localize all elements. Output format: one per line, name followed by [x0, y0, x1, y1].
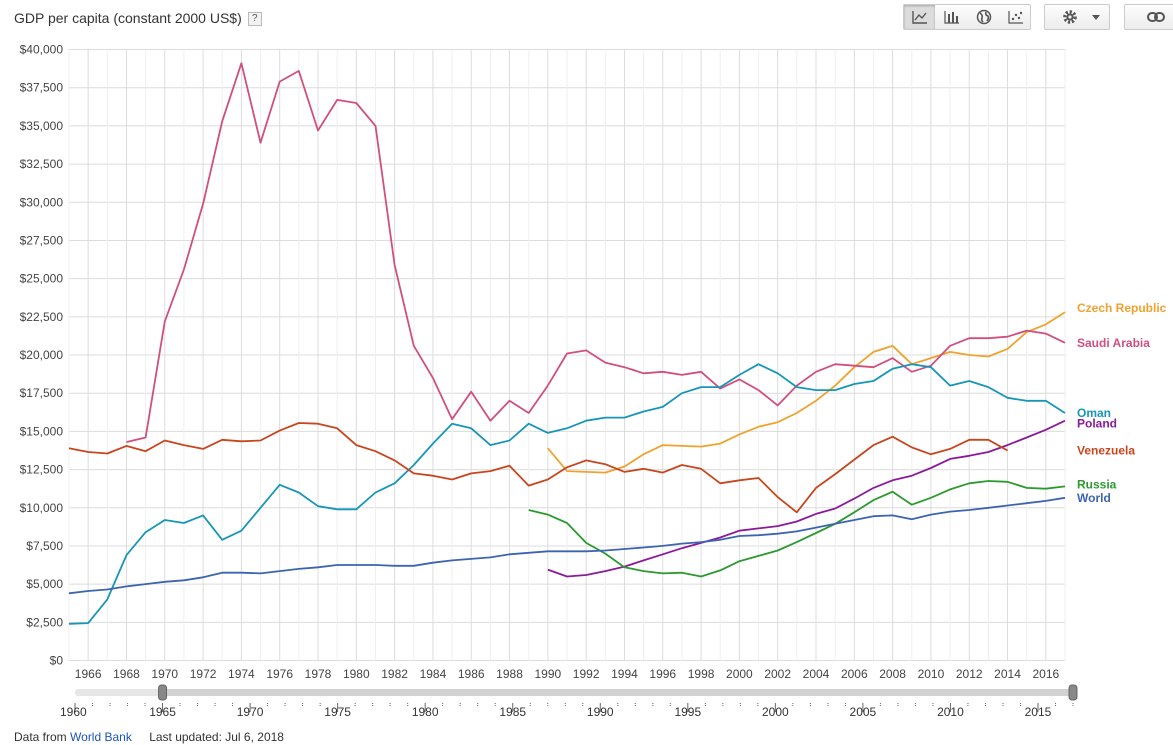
- x-tick-label: 2006: [841, 667, 868, 681]
- x-tick-label: 1978: [305, 667, 332, 681]
- chart-title: GDP per capita (constant 2000 US$)?: [14, 10, 262, 27]
- y-tick-label: $2,500: [26, 615, 63, 629]
- series-line-world: [68, 496, 1066, 595]
- y-tick-label: $35,000: [20, 119, 64, 133]
- legend-oman: Oman: [1077, 406, 1111, 420]
- x-tick-label: 1998: [688, 667, 715, 681]
- legend-saudi-arabia: Saudi Arabia: [1077, 336, 1150, 350]
- chevron-down-icon: [1087, 5, 1105, 29]
- series-line-oman: [68, 363, 1066, 625]
- y-tick-label: $10,000: [20, 501, 64, 515]
- source-prefix: Data from: [14, 730, 67, 744]
- timeline-year-label: 1995: [674, 705, 701, 719]
- timeline-year-label: 1965: [149, 705, 176, 719]
- x-tick-label: 2014: [994, 667, 1021, 681]
- y-tick-label: $40,000: [20, 43, 64, 57]
- x-tick-label: 2012: [956, 667, 983, 681]
- x-tick-label: 2004: [803, 667, 830, 681]
- x-tick-label: 2000: [726, 667, 753, 681]
- scatter-icon[interactable]: [1000, 5, 1031, 29]
- y-tick-label: $27,500: [20, 233, 64, 247]
- y-tick-label: $22,500: [20, 310, 64, 324]
- x-tick-label: 2002: [764, 667, 791, 681]
- share-link-button[interactable]: [1124, 4, 1173, 30]
- globe-icon[interactable]: [968, 5, 999, 29]
- x-tick-label: 1968: [113, 667, 140, 681]
- timeline-year-label: 2010: [937, 705, 964, 719]
- x-tick-label: 1992: [573, 667, 600, 681]
- y-tick-label: $5,000: [26, 577, 63, 591]
- y-tick-label: $0: [50, 654, 64, 668]
- y-tick-label: $32,500: [20, 157, 64, 171]
- timeline-end-handle[interactable]: [1068, 684, 1078, 701]
- legend-world: World: [1077, 491, 1111, 505]
- timeline-start-handle[interactable]: [158, 684, 168, 701]
- x-tick-label: 1984: [420, 667, 447, 681]
- timeline-slider[interactable]: 1960 1965 1970 1975 1980 1985 1990 1995 2000 2005…: [60, 684, 1078, 719]
- timeline-year-label: 1960: [60, 705, 87, 719]
- line-chart-icon[interactable]: [904, 5, 935, 29]
- timeline-selected-range: [162, 689, 1074, 696]
- footer: Data from World Bank Last updated: Jul 6…: [14, 730, 284, 744]
- x-tick-label: 2008: [879, 667, 906, 681]
- series-lines: [68, 62, 1066, 625]
- y-tick-label: $30,000: [20, 195, 64, 209]
- x-axis-ticks: 1966 1968 1970 1972 1974 1976 1978 1980 1982 1984…: [75, 667, 1060, 681]
- link-icon: [1141, 5, 1171, 29]
- timeline-year-label: 1985: [499, 705, 526, 719]
- y-tick-label: $12,500: [20, 463, 64, 477]
- x-tick-label: 1986: [458, 667, 485, 681]
- x-tick-label: 2016: [1032, 667, 1059, 681]
- timeline-year-label: 2015: [1025, 705, 1052, 719]
- x-tick-label: 1996: [649, 667, 676, 681]
- x-tick-label: 1966: [75, 667, 102, 681]
- x-tick-label: 1970: [151, 667, 178, 681]
- x-gridlines: [68, 49, 1066, 661]
- bar-chart-icon[interactable]: [936, 5, 967, 29]
- series-line-russia: [528, 480, 1066, 578]
- timeline-year-label: 2005: [850, 705, 877, 719]
- gdp-line-chart: $0 $2,500 $5,000 $7,500 $10,000 $12,500 $15,00…: [20, 43, 1167, 720]
- last-updated: Last updated: Jul 6, 2018: [149, 730, 284, 744]
- y-axis-ticks: $0 $2,500 $5,000 $7,500 $10,000 $12,500 $15,00…: [20, 43, 64, 668]
- y-tick-label: $25,000: [20, 272, 64, 286]
- x-tick-label: 1974: [228, 667, 255, 681]
- series-line-czech-republic: [547, 311, 1066, 474]
- x-tick-label: 1976: [266, 667, 293, 681]
- x-tick-label: 1982: [381, 667, 408, 681]
- timeline-year-label: 1975: [324, 705, 351, 719]
- series-line-poland: [547, 419, 1066, 578]
- gear-icon: [1055, 5, 1085, 29]
- chart-title-text: GDP per capita (constant 2000 US$): [14, 10, 242, 26]
- legend-venezuela: Venezuela: [1077, 443, 1135, 457]
- series-line-saudi-arabia: [126, 62, 1066, 443]
- x-tick-label: 1972: [190, 667, 217, 681]
- legend-poland: Poland: [1077, 417, 1117, 431]
- timeline-year-label: 1980: [412, 705, 439, 719]
- y-tick-label: $20,000: [20, 348, 64, 362]
- x-tick-label: 1988: [496, 667, 523, 681]
- settings-dropdown[interactable]: [1044, 4, 1110, 30]
- series-line-venezuela: [68, 422, 1008, 514]
- help-icon[interactable]: ?: [247, 12, 262, 27]
- y-tick-label: $17,500: [20, 386, 64, 400]
- x-tick-label: 1990: [534, 667, 561, 681]
- y-tick-label: $37,500: [20, 81, 64, 95]
- x-tick-label: 1994: [611, 667, 638, 681]
- chart-type-toolbar: [903, 4, 1031, 30]
- x-tick-label: 1980: [343, 667, 370, 681]
- timeline-year-label: 1970: [237, 705, 264, 719]
- timeline-year-label: 2000: [762, 705, 789, 719]
- y-tick-label: $15,000: [20, 424, 64, 438]
- y-tick-label: $7,500: [26, 539, 63, 553]
- legend-russia: Russia: [1077, 477, 1117, 491]
- world-bank-link[interactable]: World Bank: [70, 730, 132, 744]
- timeline-year-label: 1990: [587, 705, 614, 719]
- x-tick-label: 2010: [918, 667, 945, 681]
- legend-czech-republic: Czech Republic: [1077, 301, 1167, 315]
